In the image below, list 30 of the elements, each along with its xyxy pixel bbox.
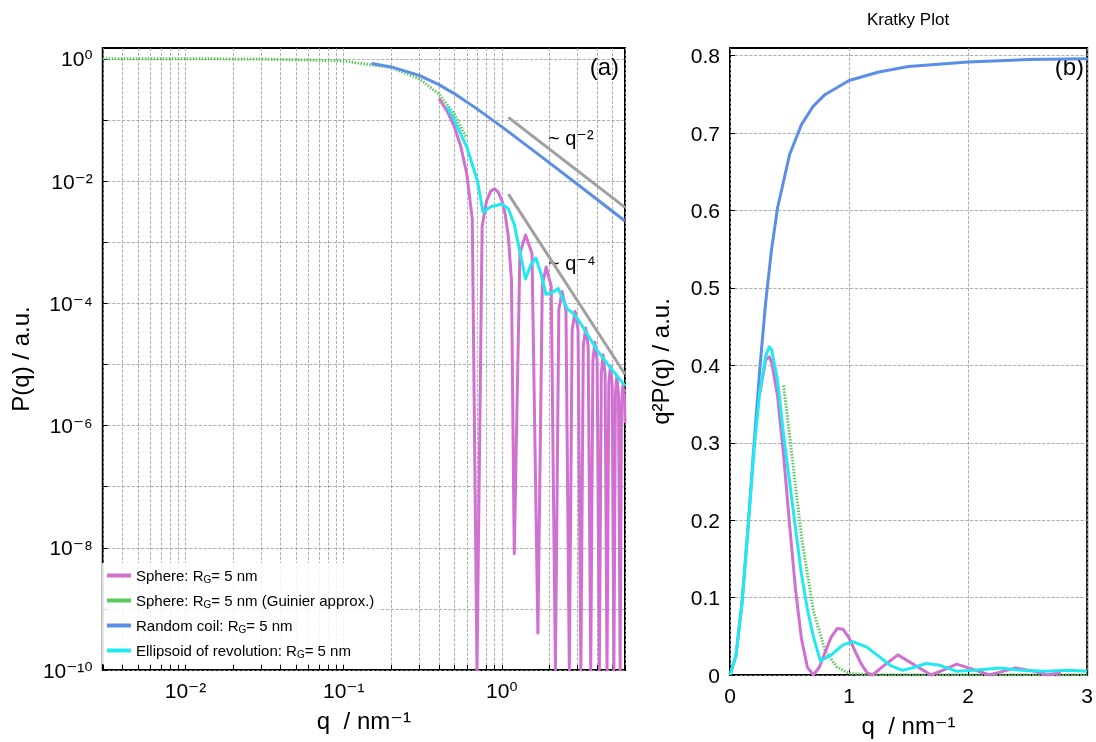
y-tick-label: 0.2 (690, 508, 720, 532)
annotation: ~ q⁻² (548, 127, 594, 149)
y-axis-title: q²P(q) / a.u. (646, 298, 674, 425)
line-series (782, 384, 1089, 677)
y-tick-label: 0.3 (690, 431, 720, 455)
y-tick-label: 10⁻⁴ (49, 291, 93, 315)
y-tick-label: 10⁻² (51, 169, 93, 193)
y-tick-label: 10⁻¹⁰ (42, 658, 93, 682)
y-axis-title: P(q) / a.u. (6, 306, 34, 412)
x-tick-label: 10⁻¹ (322, 679, 365, 702)
x-axis-title: q / nm⁻¹ (861, 711, 956, 739)
y-tick-label: 0 (708, 663, 720, 687)
x-tick-label: 10⁰ (486, 679, 518, 702)
y-tick-label: 10⁻⁸ (49, 536, 93, 560)
y-tick-label: 0.7 (690, 121, 720, 145)
x-axis-title: q / nm⁻¹ (316, 706, 411, 734)
x-tick-label: 1 (843, 684, 855, 707)
x-tick-label: 3 (1081, 684, 1093, 707)
y-tick-label: 0.4 (690, 353, 721, 377)
x-tick-label: 0 (724, 684, 736, 707)
y-tick-label: 10⁰ (60, 47, 93, 71)
x-tick-label: 2 (962, 684, 974, 707)
y-tick-label: 0.5 (690, 276, 720, 300)
annotation: (a) (589, 52, 620, 80)
y-tick-label: 0.1 (690, 586, 720, 610)
chart-title: Kratky Plot (866, 10, 950, 29)
y-tick-label: 10⁻⁶ (49, 414, 93, 438)
y-tick-label: 0.6 (690, 199, 720, 223)
x-tick-label: 10⁻² (164, 679, 207, 702)
y-tick-label: 0.8 (690, 44, 720, 68)
